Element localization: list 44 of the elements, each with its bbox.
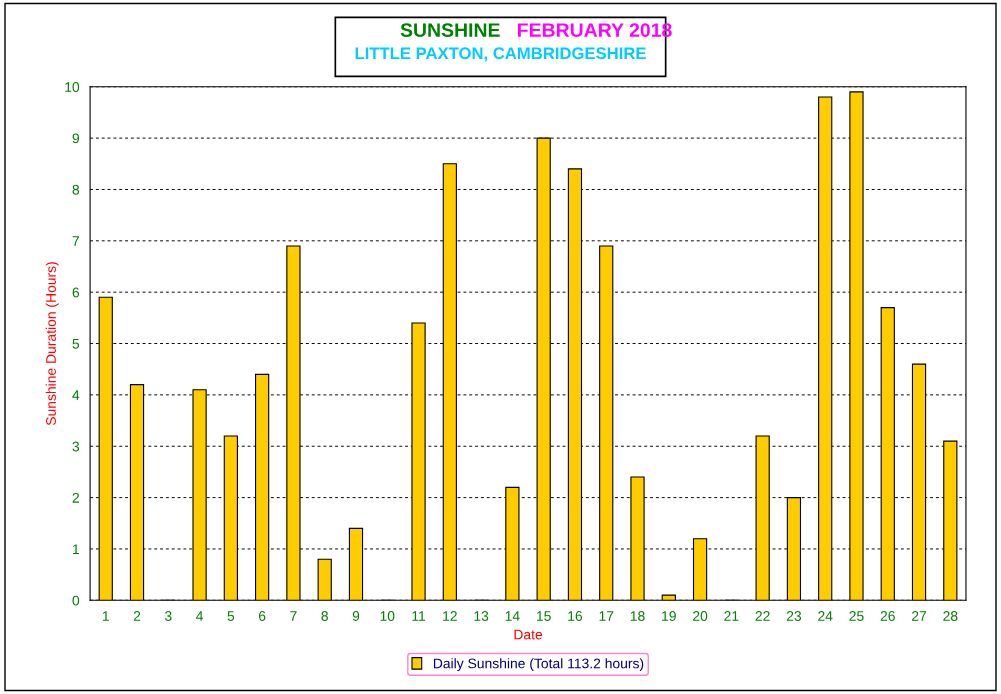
y-tick-label: 10 — [65, 82, 80, 92]
x-tick-label: 25 — [849, 611, 864, 621]
x-tick-label: 16 — [568, 611, 583, 621]
legend-label: Daily Sunshine (Total 113.2 hours) — [433, 658, 644, 672]
x-tick-label: 12 — [443, 611, 457, 621]
x-tick-label: 23 — [786, 611, 802, 621]
y-axis-title: Sunshine Duration (Hours) — [45, 262, 59, 426]
y-tick-label: 5 — [72, 339, 80, 349]
x-tick-label: 3 — [164, 611, 172, 621]
y-tick-label: 2 — [72, 492, 79, 503]
x-tick-label: 27 — [912, 611, 927, 621]
x-tick-label: 15 — [537, 611, 551, 621]
x-tick-label: 26 — [880, 611, 895, 621]
x-tick-label: 8 — [321, 611, 328, 621]
x-tick-label: 18 — [630, 611, 645, 621]
x-tick-label: 17 — [599, 611, 614, 621]
y-tick-label: 0 — [72, 595, 80, 606]
y-tick-label: 3 — [72, 441, 80, 452]
y-tick-label: 8 — [72, 184, 80, 195]
y-tick-label: 4 — [72, 390, 80, 400]
x-tick-label: 4 — [196, 611, 204, 621]
x-tick-label: 2 — [133, 611, 141, 621]
x-tick-label: 14 — [505, 611, 520, 621]
x-tick-label: 24 — [818, 611, 833, 621]
y-tick-label: 1 — [73, 544, 79, 554]
x-tick-label: 10 — [380, 611, 395, 621]
chart-subtitle: LITTLE PAXTON, CAMBRIDGESHIRE — [355, 47, 646, 62]
x-tick-label: 22 — [755, 611, 770, 621]
x-tick-label: 5 — [227, 611, 235, 621]
x-tick-label: 9 — [352, 611, 360, 621]
x-tick-label: 28 — [943, 611, 958, 621]
x-tick-label: 21 — [724, 611, 739, 621]
y-tick-label: 6 — [72, 287, 80, 298]
x-tick-label: 13 — [474, 611, 489, 621]
x-tick-label: 7 — [290, 611, 297, 621]
y-tick-label: 9 — [72, 133, 80, 144]
bar — [317, 558, 332, 601]
x-tick-label: 6 — [258, 611, 266, 621]
y-tick-label: 7 — [72, 236, 79, 246]
x-tick-label: 11 — [412, 611, 426, 621]
x-axis-title: Date — [514, 629, 543, 640]
x-tick-label: 19 — [662, 611, 676, 621]
x-tick-label: 20 — [693, 611, 708, 621]
x-tick-label: 1 — [102, 611, 109, 621]
